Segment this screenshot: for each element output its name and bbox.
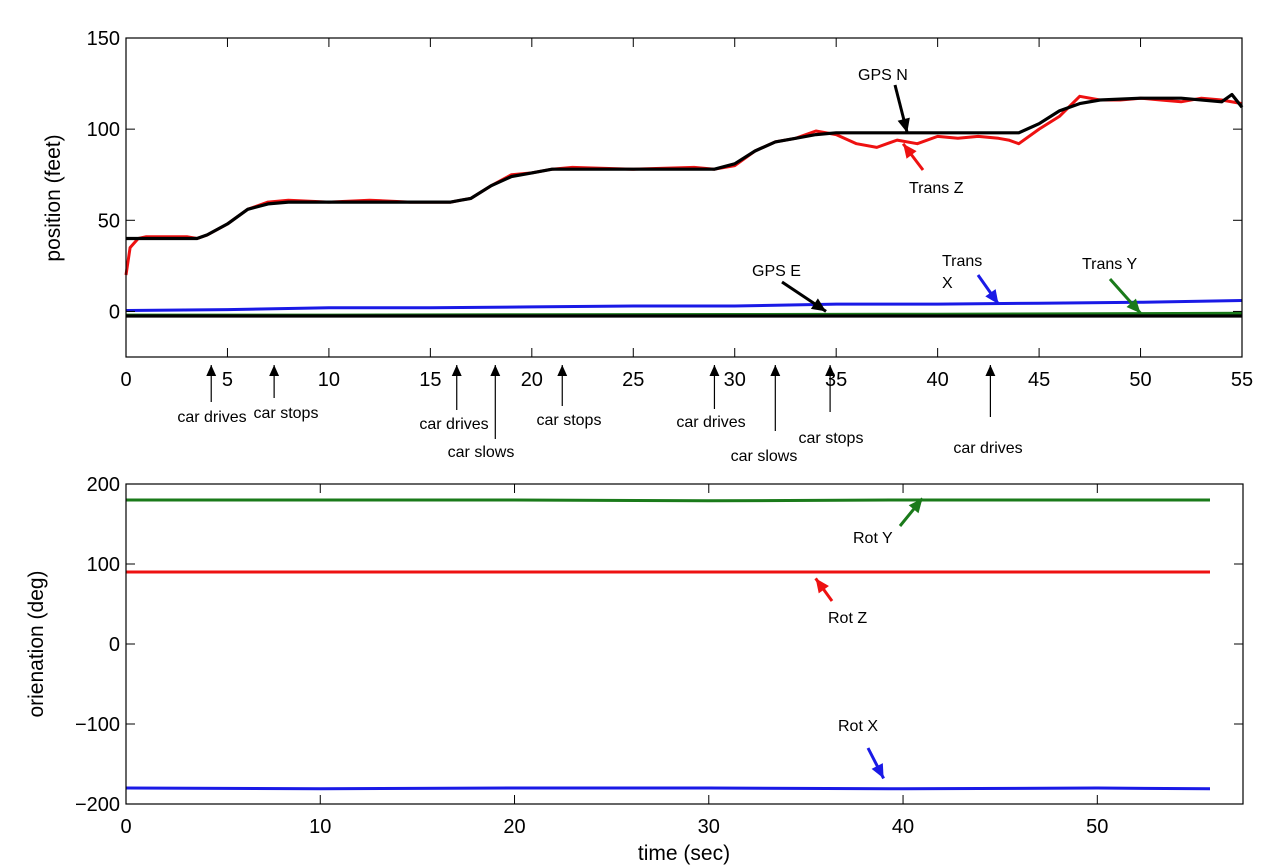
annotation-label-gps-e: GPS E <box>752 263 801 280</box>
y-tick-label: −200 <box>75 794 120 816</box>
event-label: car stops <box>537 412 602 429</box>
orientation-plot-frame <box>125 483 1244 805</box>
annotation-arrow-gps-e <box>781 280 827 313</box>
event-label: car stops <box>254 405 319 422</box>
event-label: car drives <box>177 409 246 426</box>
y-tick-label: −100 <box>75 714 120 736</box>
x-tick-label: 40 <box>892 816 914 838</box>
annotation-label-trans-y: Trans Y <box>1082 256 1137 273</box>
orientation-ticks: 0 10 20 30 40 50 −200 −100 0 100 200 <box>75 474 1243 838</box>
annotation-arrow-trans-x-1 <box>976 274 1000 306</box>
y-tick-label: 150 <box>87 28 120 50</box>
position-plot-frame <box>125 37 1243 358</box>
x-tick-label: 40 <box>927 369 949 391</box>
annotation-label-trans-x-1: Trans <box>942 253 982 270</box>
annotation-arrow-rot-x <box>866 747 885 780</box>
event-arrow <box>709 365 720 409</box>
y-tick-label: 0 <box>109 301 120 323</box>
annotation-arrow-gps-n <box>893 84 910 134</box>
x-tick-label: 5 <box>222 369 233 391</box>
x-tick-label: 30 <box>698 816 720 838</box>
orientation-chart: 0 10 20 30 40 50 −200 −100 0 100 200 orienation (d… <box>25 474 1244 865</box>
position-annotations: GPS N Trans Z GPS E Trans X Trans Y <box>752 67 1142 315</box>
x-tick-label: 20 <box>503 816 525 838</box>
annotation-arrow-rot-y <box>898 497 924 527</box>
event-arrow <box>825 365 836 412</box>
y-tick-label: 50 <box>98 210 120 232</box>
event-arrow <box>985 365 996 417</box>
x-tick-label: 0 <box>120 369 131 391</box>
event-label: car slows <box>448 444 515 461</box>
x-tick-label: 50 <box>1086 816 1108 838</box>
x-tick-label: 50 <box>1129 369 1151 391</box>
event-arrow <box>206 365 217 402</box>
series-trans-x <box>125 299 1243 312</box>
annotation-label-trans-x-2: X <box>942 275 953 292</box>
annotation-arrow-trans-z <box>901 142 925 171</box>
x-tick-label: 15 <box>419 369 441 391</box>
x-tick-label: 10 <box>318 369 340 391</box>
event-arrow <box>770 365 781 431</box>
annotation-label-rot-y: Rot Y <box>853 530 893 547</box>
y-tick-label: 100 <box>87 119 120 141</box>
annotation-label-trans-z: Trans Z <box>909 180 964 197</box>
event-arrow <box>451 365 462 410</box>
event-label: car drives <box>419 416 488 433</box>
x-tick-label: 45 <box>1028 369 1050 391</box>
position-y-axis-label: position (feet) <box>42 134 65 261</box>
event-arrow <box>490 365 501 439</box>
annotation-arrow-trans-y <box>1108 278 1142 315</box>
annotation-label-gps-n: GPS N <box>858 67 908 84</box>
x-tick-label: 25 <box>622 369 644 391</box>
series-rot-y <box>126 498 1210 503</box>
event-label: car drives <box>953 440 1022 457</box>
x-tick-label: 55 <box>1231 369 1253 391</box>
x-tick-label: 0 <box>120 816 131 838</box>
series-gps-n <box>126 92 1244 241</box>
position-series <box>124 92 1244 318</box>
x-tick-label: 20 <box>521 369 543 391</box>
y-tick-label: 0 <box>109 634 120 656</box>
event-label: car drives <box>676 414 745 431</box>
x-tick-label: 30 <box>724 369 746 391</box>
event-label: car slows <box>731 448 798 465</box>
event-label: car stops <box>799 430 864 447</box>
y-tick-label: 200 <box>87 474 120 496</box>
x-tick-label: 10 <box>309 816 331 838</box>
orientation-y-axis-label: orienation (deg) <box>25 570 48 717</box>
y-tick-label: 100 <box>87 554 120 576</box>
event-arrow <box>269 365 280 398</box>
series-rot-x <box>125 786 1211 791</box>
orientation-x-axis-label: time (sec) <box>638 842 730 865</box>
orientation-series <box>125 498 1211 791</box>
annotation-label-rot-x: Rot X <box>838 718 878 735</box>
event-arrow <box>557 365 568 406</box>
orientation-annotations: Rot Y Rot Z Rot X <box>814 497 924 780</box>
annotation-label-rot-z: Rot Z <box>828 610 867 627</box>
series-trans-z <box>124 94 1243 276</box>
annotation-arrow-rot-z <box>814 577 834 602</box>
